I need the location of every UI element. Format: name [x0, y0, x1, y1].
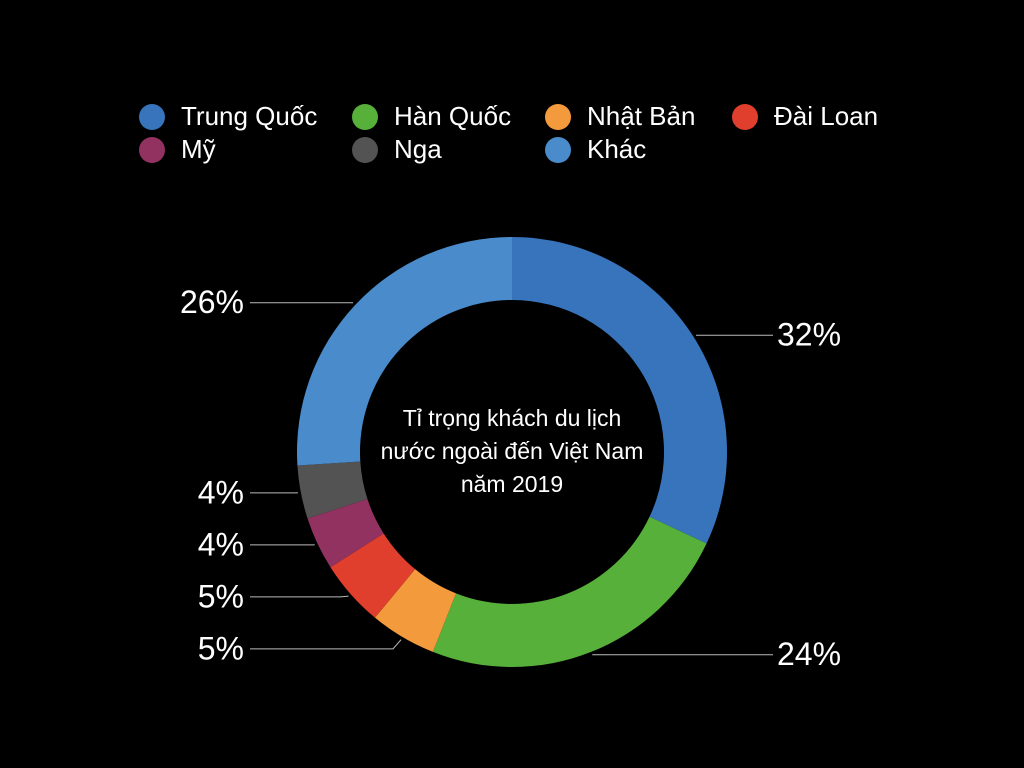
data-label: 5%	[198, 630, 244, 666]
legend-marker	[139, 137, 165, 163]
legend-label: Mỹ	[181, 134, 216, 164]
donut-segment	[330, 533, 416, 618]
legend-marker	[545, 137, 571, 163]
data-label: 24%	[777, 636, 841, 672]
legend-marker	[139, 104, 165, 130]
data-label: 26%	[180, 284, 244, 320]
donut-segment	[307, 498, 384, 568]
legend-label: Hàn Quốc	[394, 101, 511, 131]
legend-marker	[545, 104, 571, 130]
data-label: 4%	[198, 526, 244, 562]
leader-line	[250, 639, 402, 650]
donut-segment	[297, 237, 512, 466]
leader-line	[250, 595, 349, 598]
donut-segment	[297, 461, 368, 519]
legend-label: Trung Quốc	[181, 101, 317, 131]
data-label: 5%	[198, 578, 244, 614]
data-label: 4%	[198, 474, 244, 510]
donut-segment	[432, 516, 707, 667]
legend-marker	[352, 137, 378, 163]
legend-label: Đài Loan	[774, 101, 878, 131]
legend-label: Khác	[587, 134, 646, 164]
data-label: 32%	[777, 317, 841, 353]
donut-segment	[512, 237, 727, 544]
legend-marker	[732, 104, 758, 130]
donut-segment	[374, 569, 457, 652]
legend-label: Nga	[394, 134, 442, 164]
chart-title: Tỉ trọng khách du lịch nước ngoài đến Vi…	[380, 405, 644, 497]
legend-label: Nhật Bản	[587, 101, 695, 131]
legend-marker	[352, 104, 378, 130]
